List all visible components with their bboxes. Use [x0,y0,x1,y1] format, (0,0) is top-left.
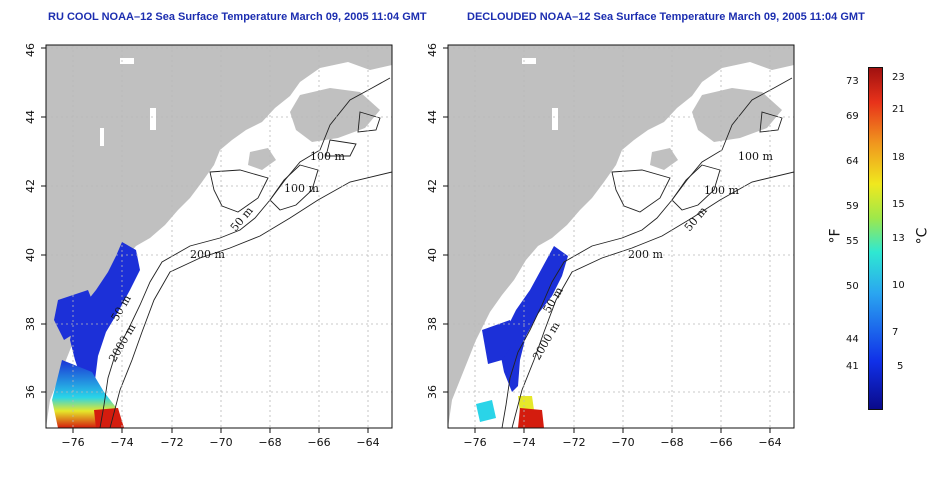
x-tick-label: −72 [160,436,183,449]
colorbar [868,67,883,410]
y-tick-label: 36 [426,385,439,399]
y-tick-label: 44 [426,110,439,124]
x-tick-label: −68 [660,436,683,449]
y-tick-label: 40 [426,248,439,262]
x-tick-label: −64 [356,436,379,449]
x-tick-label: −68 [258,436,281,449]
y-tick-label: 40 [24,248,37,262]
y-tick-label: 38 [24,317,37,331]
celsius-tick: 10 [892,280,905,291]
celsius-tick: 13 [892,233,905,244]
y-tick-label: 42 [426,179,439,193]
x-tick-label: −76 [61,436,84,449]
x-tick-label: −74 [110,436,133,449]
contour-label: 200 m [190,248,225,261]
y-tick-label: 36 [24,385,37,399]
celsius-tick: 15 [892,199,905,210]
celsius-tick: 23 [892,72,905,83]
fahrenheit-unit-label: °F [827,228,844,244]
fahrenheit-tick: 59 [846,201,859,212]
y-tick-label: 42 [24,179,37,193]
fahrenheit-tick: 55 [846,236,859,247]
land-mass [46,45,392,428]
contour-label: 100 m [704,184,739,197]
x-tick-label: −66 [709,436,732,449]
contour-label: 200 m [628,248,663,261]
celsius-unit-label: °C [914,227,931,245]
celsius-tick: 5 [897,361,904,372]
fahrenheit-tick: 41 [846,361,859,372]
contour-label: 100 m [738,150,773,163]
left-map-panel: 100 m 100 m 50 m 200 m 50 m 2000 m [0,0,420,480]
left-map-title: RU COOL NOAA–12 Sea Surface Temperature … [48,11,427,23]
celsius-tick: 7 [892,327,899,338]
x-tick-label: −72 [562,436,585,449]
fahrenheit-tick: 64 [846,156,859,167]
fahrenheit-tick: 73 [846,76,859,87]
y-tick-label: 44 [24,110,37,124]
x-tick-label: −66 [307,436,330,449]
right-map-panel: 100 m 100 m 50 m 200 m 50 m 2000 m [420,0,820,480]
celsius-tick: 18 [892,152,905,163]
x-tick-label: −74 [512,436,535,449]
land-mass [448,45,794,428]
x-tick-label: −64 [758,436,781,449]
x-tick-label: −70 [611,436,634,449]
x-tick-label: −76 [463,436,486,449]
fahrenheit-tick: 50 [846,281,859,292]
sst-coastal-band [70,242,140,404]
contour-label: 100 m [310,150,345,163]
y-tick-label: 46 [24,43,37,57]
fahrenheit-tick: 44 [846,334,859,345]
fahrenheit-tick: 69 [846,111,859,122]
right-map-title: DECLOUDED NOAA–12 Sea Surface Temperatur… [467,11,865,23]
y-tick-label: 46 [426,43,439,57]
celsius-tick: 21 [892,104,905,115]
x-tick-label: −70 [209,436,232,449]
contour-label: 100 m [284,182,319,195]
y-tick-label: 38 [426,317,439,331]
